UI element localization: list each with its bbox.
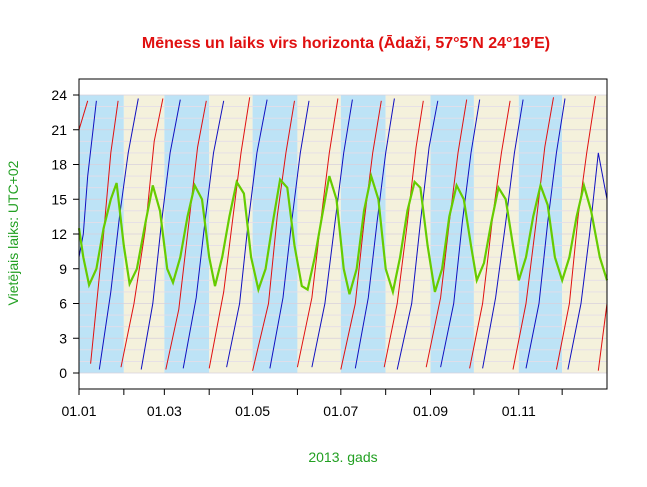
x-tick-label: 01.03 (147, 403, 182, 419)
moonrise-line (78, 100, 89, 130)
data-series (77, 96, 609, 371)
moonset-line (311, 99, 353, 368)
moonset-line (354, 98, 395, 369)
moonrise-line (555, 96, 596, 370)
x-axis: 01.01 01.03 01.05 01.07 01.09 01.11 (61, 388, 607, 419)
x-tick-label: 01.09 (413, 403, 448, 419)
moonset-line (482, 99, 524, 369)
moonrise-line (597, 303, 608, 371)
x-axis-label: 2013. gads (308, 449, 377, 465)
moonset-line (396, 100, 439, 370)
moonrise-line (383, 100, 424, 368)
chart-title: Mēness un laiks virs horizonta (Ādaži, 5… (142, 33, 550, 52)
moonrise-line (512, 97, 554, 370)
y-tick-label: 0 (59, 365, 67, 381)
y-tick-label: 9 (59, 261, 67, 277)
x-tick-label: 01.11 (502, 403, 536, 419)
x-tick-label: 01.07 (323, 403, 358, 419)
moonset-line (525, 98, 566, 369)
moonrise-line (208, 97, 251, 369)
y-axis: 0 3 6 9 12 15 18 21 24 (51, 87, 80, 381)
x-tick-label: 01.01 (61, 403, 96, 419)
moonrise-line (340, 100, 382, 370)
y-tick-label: 24 (51, 87, 67, 103)
y-tick-label: 15 (51, 191, 67, 207)
y-tick-label: 18 (51, 157, 67, 173)
y-tick-label: 21 (51, 122, 67, 138)
y-axis-label: Vietējais laiks: UTC+02 (5, 160, 21, 305)
moonset-line (440, 99, 481, 368)
moonset-line (567, 152, 608, 370)
moonrise-line (90, 100, 119, 364)
moonrise-line (252, 100, 295, 371)
y-tick-label: 6 (59, 296, 67, 312)
y-tick-label: 3 (59, 330, 67, 346)
hours_above_horizon-line (77, 171, 609, 297)
x-tick-label: 01.05 (235, 403, 270, 419)
y-tick-label: 12 (51, 226, 67, 242)
moonrise-line (165, 100, 207, 370)
